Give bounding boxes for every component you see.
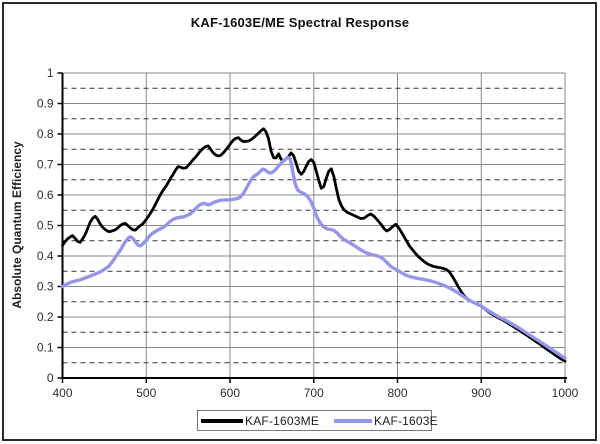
y-tick-label: 0.7 xyxy=(37,158,54,172)
x-tick-label: 1000 xyxy=(552,386,579,400)
legend-label-kaf-1603e: KAF-1603E xyxy=(374,413,438,428)
x-tick-label: 400 xyxy=(52,386,72,400)
y-tick-label: 0.2 xyxy=(37,310,54,324)
y-tick-label: 1 xyxy=(47,66,54,80)
x-tick-label: 900 xyxy=(471,386,491,400)
y-tick-label: 0.5 xyxy=(37,219,54,233)
chart-title: KAF-1603E/ME Spectral Response xyxy=(190,15,410,30)
series-line-kaf-1603e xyxy=(60,155,567,360)
y-tick-label: 0.1 xyxy=(37,341,54,355)
y-tick-label: 0.9 xyxy=(37,97,54,111)
legend: KAF-1603ME KAF-1603E xyxy=(197,410,438,431)
x-tick-label: 700 xyxy=(304,386,324,400)
legend-line-kaf-1603me xyxy=(201,418,243,423)
x-tick-label: 600 xyxy=(220,386,240,400)
x-tick-label: 800 xyxy=(387,386,407,400)
y-tick-label: 0.8 xyxy=(37,127,54,141)
y-tick-label: 0 xyxy=(47,371,54,385)
legend-label-kaf-1603me: KAF-1603ME xyxy=(245,413,320,428)
y-tick-label: 0.4 xyxy=(37,249,54,263)
y-tick-label: 0.6 xyxy=(37,188,54,202)
legend-line-kaf-1603e xyxy=(334,418,373,423)
x-tick-label: 500 xyxy=(136,386,156,400)
y-tick-label: 0.3 xyxy=(37,280,54,294)
